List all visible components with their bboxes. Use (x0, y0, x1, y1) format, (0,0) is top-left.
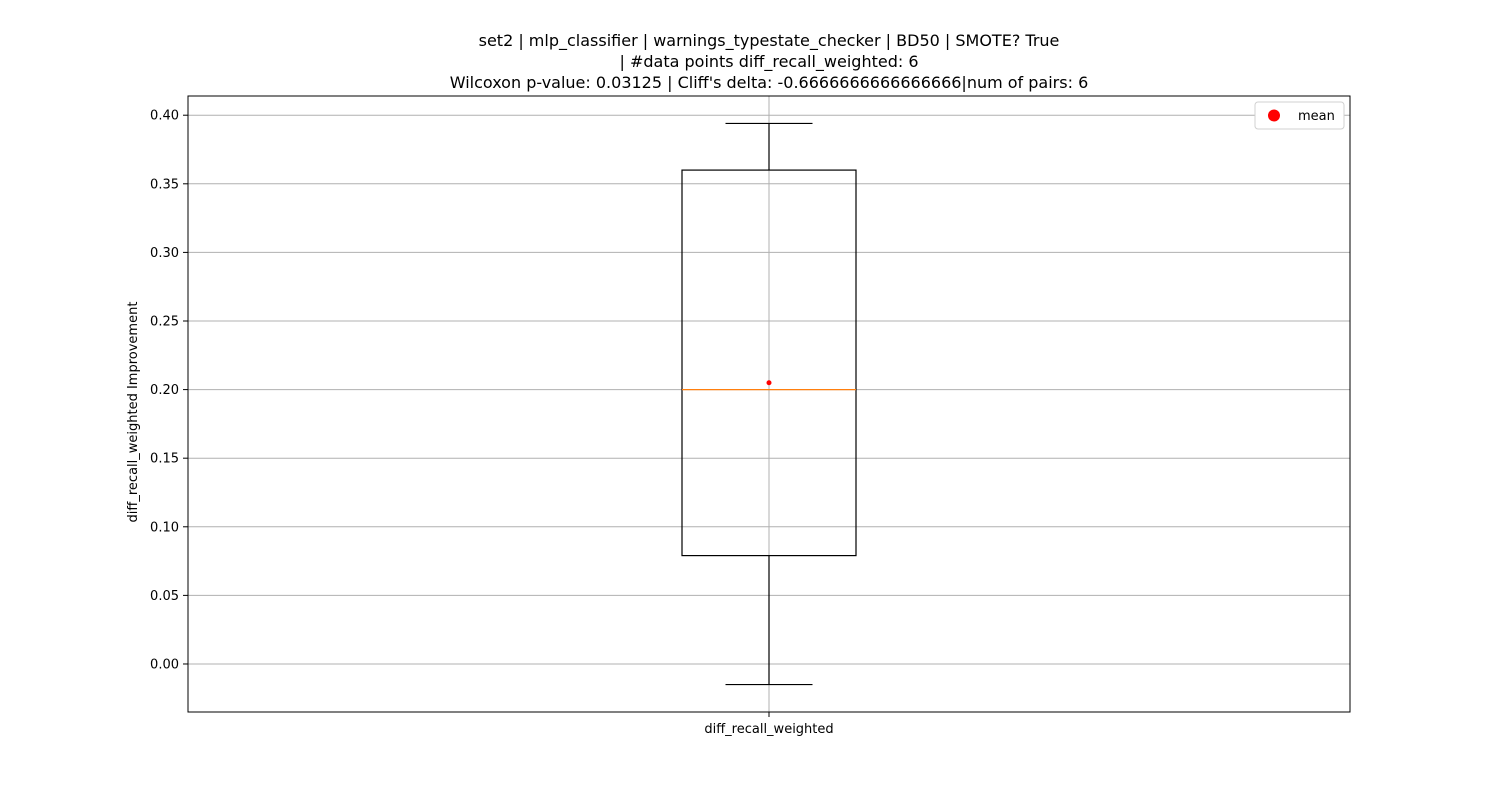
y-tick-label: 0.30 (150, 246, 179, 261)
chart-title-line: set2 | mlp_classifier | warnings_typesta… (479, 31, 1060, 51)
y-tick-label: 0.10 (150, 520, 179, 535)
y-axis-label: diff_recall_weighted Improvement (126, 302, 141, 523)
legend-label: mean (1298, 109, 1335, 124)
y-axis-ticks: 0.00 0.05 0.10 0.15 0.20 0.25 0.30 0.35 0.40 (150, 109, 188, 672)
iqr-box (681, 169, 857, 557)
box-series (681, 122, 857, 686)
chart-title-line: Wilcoxon p-value: 0.03125 | Cliff's delt… (450, 73, 1089, 92)
y-tick-label: 0.35 (150, 177, 179, 192)
y-tick-label: 0.20 (150, 383, 179, 398)
chart-title-line: | #data points diff_recall_weighted: 6 (619, 52, 918, 72)
legend-mean-marker (1268, 109, 1280, 122)
y-tick-label: 0.05 (150, 589, 179, 604)
legend: mean (1254, 101, 1345, 130)
x-tick-label: diff_recall_weighted (704, 722, 833, 737)
chart-title: set2 | mlp_classifier | warnings_typesta… (450, 31, 1089, 92)
y-tick-label: 0.15 (150, 452, 179, 467)
y-tick-label: 0.25 (150, 314, 179, 329)
mean-marker (766, 380, 772, 386)
legend-frame (1254, 101, 1345, 130)
y-tick-label: 0.40 (150, 109, 179, 124)
x-axis-ticks: diff_recall_weighted (704, 712, 834, 737)
y-tick-label: 0.00 (150, 657, 179, 672)
